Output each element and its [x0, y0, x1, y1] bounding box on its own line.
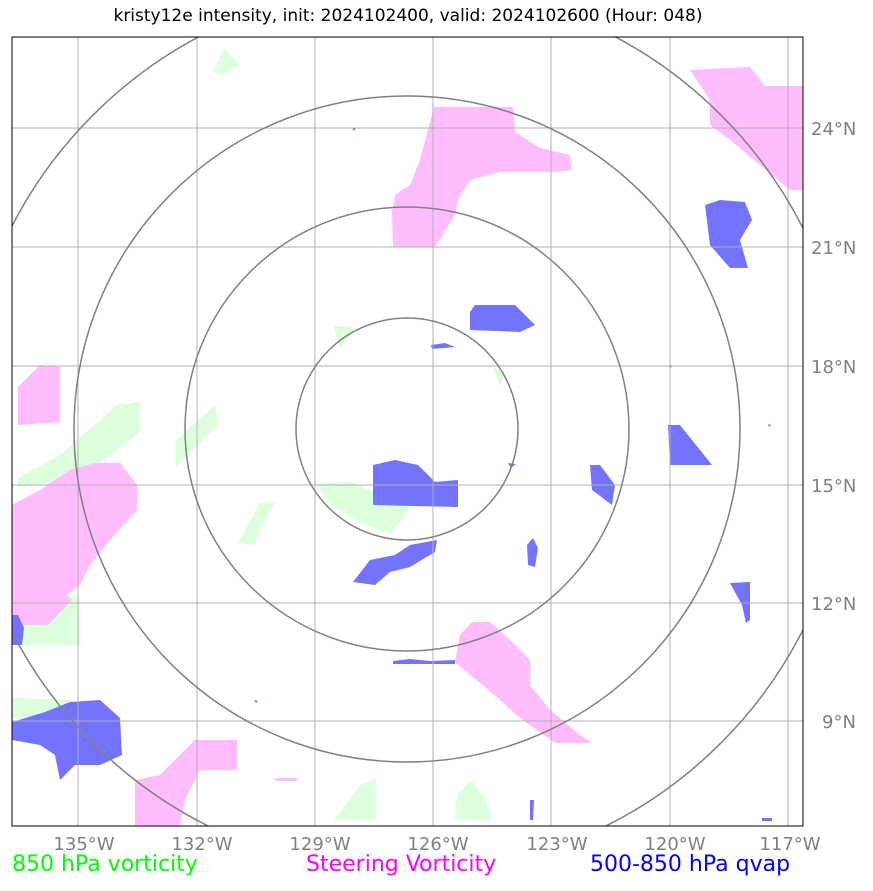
- blue-patch: [705, 200, 752, 268]
- y-tick-label: 24°N: [811, 119, 856, 140]
- x-axis-labels: 135°W 132°W 129°W 126°W 123°W 120°W 117°…: [53, 834, 820, 855]
- y-tick-label: 12°N: [811, 594, 856, 615]
- blue-patch: [373, 460, 458, 507]
- green-patch: [238, 503, 275, 545]
- green-patch: [212, 48, 240, 74]
- blue-patch: [730, 582, 750, 623]
- x-tick-label: 123°W: [526, 834, 587, 855]
- y-tick-label: 18°N: [811, 357, 856, 378]
- blue-patch: [431, 343, 455, 349]
- steering-vorticity-layer: [12, 67, 803, 826]
- y-tick-label: 15°N: [811, 476, 856, 497]
- x-tick-label: 117°W: [759, 834, 820, 855]
- blue-patch: [353, 540, 437, 585]
- green-patch: [455, 780, 492, 820]
- magenta-patch: [135, 740, 237, 826]
- y-tick-label: 9°N: [822, 712, 856, 733]
- x-tick-label: 126°W: [407, 834, 468, 855]
- map-title: kristy12e intensity, init: 2024102400, v…: [113, 6, 703, 26]
- legend-850hpa-vorticity: 850 hPa vorticity: [12, 852, 198, 877]
- range-ring-2: [184, 206, 630, 652]
- magenta-patch: [455, 622, 592, 743]
- magenta-patch: [12, 463, 137, 600]
- blue-patch: [254, 700, 258, 703]
- y-tick-label: 21°N: [811, 238, 856, 259]
- magenta-patch: [18, 365, 60, 425]
- range-rings: [12, 37, 803, 826]
- green-patch: [493, 368, 505, 386]
- x-tick-label: 135°W: [53, 834, 114, 855]
- x-tick-label: 129°W: [289, 834, 350, 855]
- legend-qvap: 500-850 hPa qvap: [590, 852, 791, 877]
- range-ring-1: [295, 317, 519, 541]
- green-patch: [18, 402, 140, 487]
- qvap-layer: [12, 128, 772, 821]
- blue-patch: [393, 659, 455, 664]
- blue-patch: [768, 424, 771, 427]
- blue-patch: [352, 128, 356, 131]
- map-frame: [11, 36, 804, 827]
- green-patch: [334, 778, 376, 820]
- blue-patch: [530, 800, 534, 820]
- magenta-patch: [275, 778, 297, 781]
- legend-steering-vorticity: Steering Vorticity: [306, 852, 497, 877]
- blue-patch: [12, 700, 122, 780]
- blue-patch: [762, 818, 772, 821]
- x-tick-label: 120°W: [644, 834, 705, 855]
- blue-patch: [668, 425, 712, 465]
- range-ring-3: [73, 95, 741, 763]
- graticule: [12, 37, 803, 826]
- green-patch: [316, 482, 412, 535]
- y-axis-labels: 24°N 21°N 18°N 15°N 12°N 9°N: [811, 119, 856, 733]
- blue-patch: [470, 305, 535, 332]
- magenta-patch: [12, 577, 72, 625]
- x-tick-label: 132°W: [171, 834, 232, 855]
- magenta-patch: [392, 107, 572, 247]
- blue-patch: [527, 538, 538, 567]
